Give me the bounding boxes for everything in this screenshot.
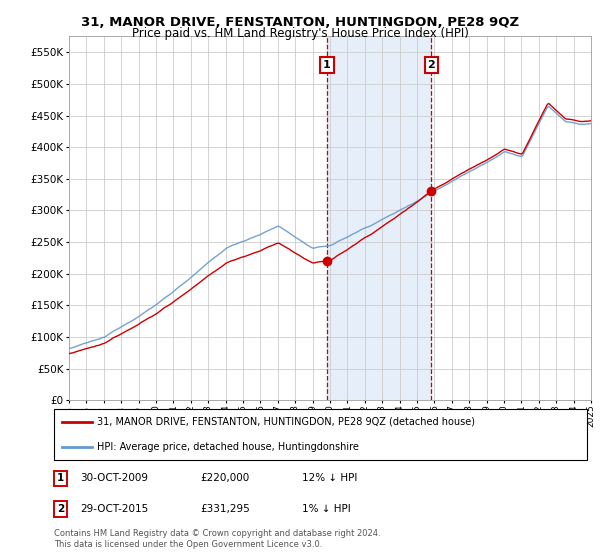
Bar xyxy=(327,36,431,400)
Text: 31, MANOR DRIVE, FENSTANTON, HUNTINGDON, PE28 9QZ: 31, MANOR DRIVE, FENSTANTON, HUNTINGDON,… xyxy=(81,16,519,29)
Text: 1: 1 xyxy=(323,60,331,70)
Text: Contains HM Land Registry data © Crown copyright and database right 2024.
This d: Contains HM Land Registry data © Crown c… xyxy=(54,529,380,549)
FancyBboxPatch shape xyxy=(54,409,587,460)
Text: 1: 1 xyxy=(57,473,64,483)
Text: £331,295: £331,295 xyxy=(200,504,250,514)
Text: 29-OCT-2015: 29-OCT-2015 xyxy=(80,504,148,514)
Text: 2: 2 xyxy=(57,504,64,514)
Text: 31, MANOR DRIVE, FENSTANTON, HUNTINGDON, PE28 9QZ (detached house): 31, MANOR DRIVE, FENSTANTON, HUNTINGDON,… xyxy=(97,417,475,427)
Text: 1% ↓ HPI: 1% ↓ HPI xyxy=(302,504,350,514)
Text: HPI: Average price, detached house, Huntingdonshire: HPI: Average price, detached house, Hunt… xyxy=(97,442,359,452)
Text: 2: 2 xyxy=(428,60,436,70)
Text: 12% ↓ HPI: 12% ↓ HPI xyxy=(302,473,357,483)
Text: £220,000: £220,000 xyxy=(200,473,250,483)
Text: Price paid vs. HM Land Registry's House Price Index (HPI): Price paid vs. HM Land Registry's House … xyxy=(131,27,469,40)
Text: 30-OCT-2009: 30-OCT-2009 xyxy=(80,473,148,483)
